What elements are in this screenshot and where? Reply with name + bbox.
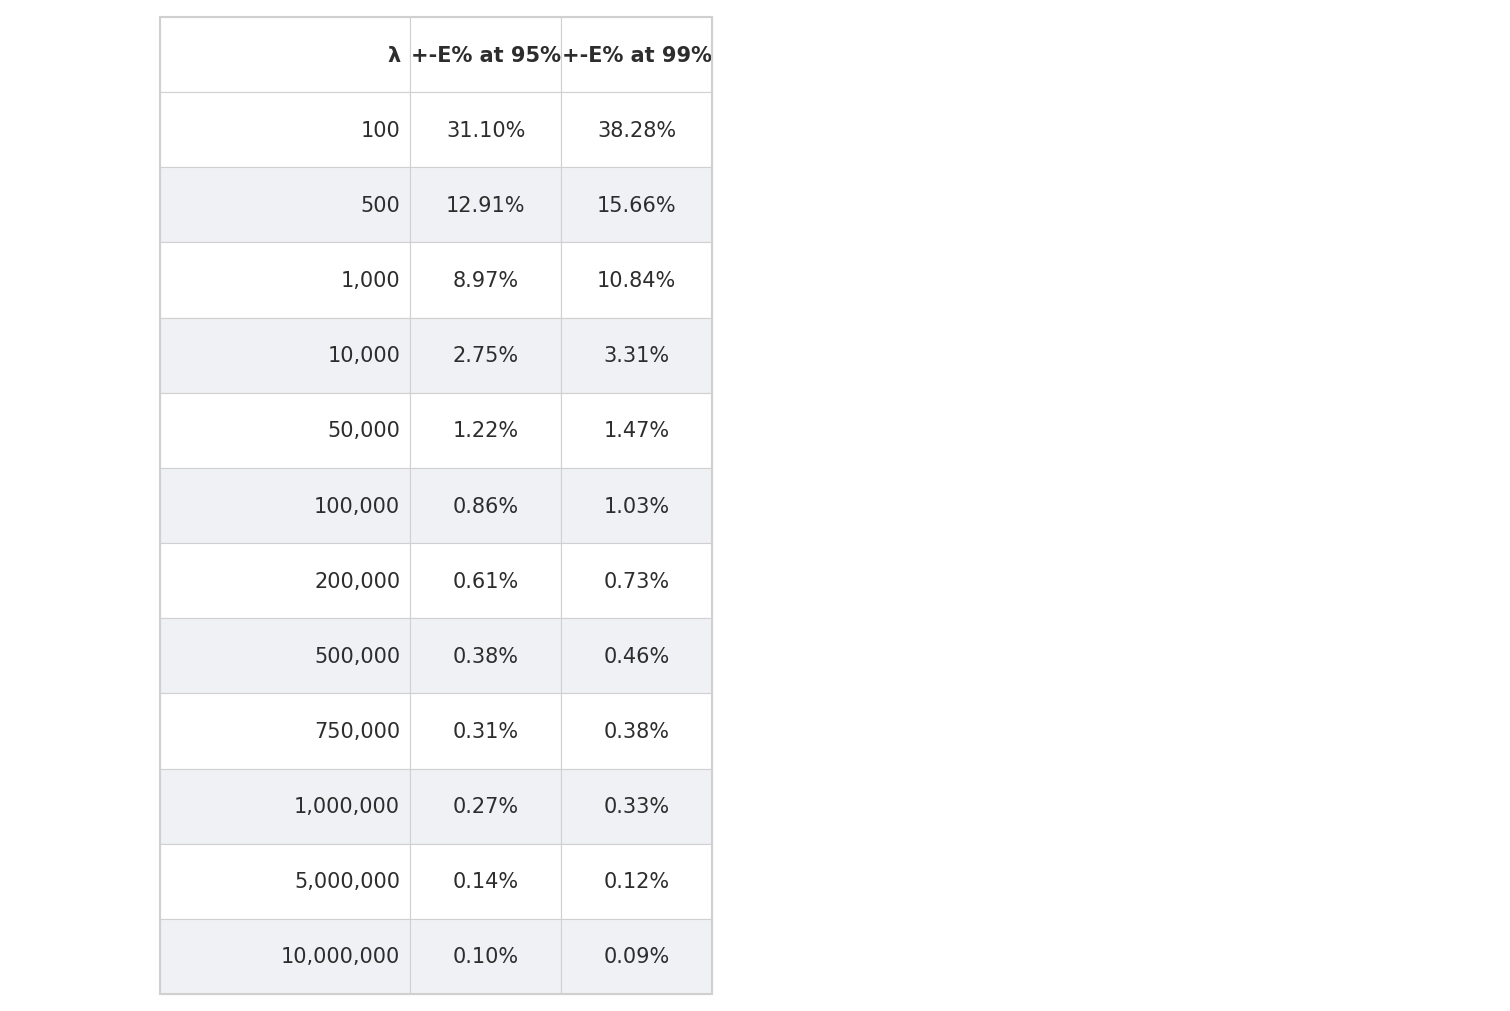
Text: 1.03%: 1.03% — [604, 496, 669, 516]
Bar — [562, 244, 713, 318]
Bar — [160, 168, 411, 244]
Bar — [562, 694, 713, 768]
Bar — [160, 393, 411, 468]
Bar — [411, 393, 562, 468]
Bar — [411, 844, 562, 919]
Bar — [562, 18, 713, 93]
Bar — [562, 393, 713, 468]
Text: 0.61%: 0.61% — [453, 571, 519, 591]
Text: 0.38%: 0.38% — [604, 721, 669, 741]
Text: 0.14%: 0.14% — [453, 871, 519, 892]
Bar — [160, 694, 411, 768]
Text: 0.12%: 0.12% — [604, 871, 669, 892]
Bar — [562, 919, 713, 994]
Bar — [411, 244, 562, 318]
Text: 100: 100 — [361, 120, 400, 141]
Bar — [562, 544, 713, 619]
Text: 38.28%: 38.28% — [596, 120, 676, 141]
Bar — [411, 18, 562, 93]
Text: 10,000: 10,000 — [328, 346, 400, 366]
Text: 0.38%: 0.38% — [453, 646, 518, 666]
Bar — [411, 919, 562, 994]
Bar — [411, 168, 562, 244]
Text: 0.86%: 0.86% — [453, 496, 519, 516]
Text: 100,000: 100,000 — [314, 496, 400, 516]
Bar — [160, 93, 411, 168]
Text: 12.91%: 12.91% — [445, 196, 525, 215]
Text: 10,000,000: 10,000,000 — [281, 946, 400, 967]
Bar — [411, 93, 562, 168]
Text: 0.73%: 0.73% — [604, 571, 669, 591]
Bar — [562, 468, 713, 544]
Bar — [562, 168, 713, 244]
Text: 8.97%: 8.97% — [453, 271, 519, 291]
Text: 2.75%: 2.75% — [453, 346, 519, 366]
Bar — [562, 844, 713, 919]
Text: 31.10%: 31.10% — [445, 120, 525, 141]
Bar — [160, 619, 411, 694]
Text: 10.84%: 10.84% — [596, 271, 676, 291]
Text: 3.31%: 3.31% — [604, 346, 669, 366]
Bar — [411, 318, 562, 393]
Text: 750,000: 750,000 — [314, 721, 400, 741]
Text: 1.47%: 1.47% — [604, 421, 669, 441]
Bar — [160, 318, 411, 393]
Bar — [411, 619, 562, 694]
Text: λ: λ — [387, 45, 400, 66]
Text: 0.31%: 0.31% — [453, 721, 519, 741]
Bar — [562, 619, 713, 694]
Bar — [411, 544, 562, 619]
Text: 200,000: 200,000 — [314, 571, 400, 591]
Bar — [160, 18, 411, 93]
Bar — [411, 468, 562, 544]
Bar — [160, 468, 411, 544]
Text: 0.46%: 0.46% — [604, 646, 669, 666]
Bar — [562, 93, 713, 168]
Text: 0.10%: 0.10% — [453, 946, 519, 967]
Bar — [160, 768, 411, 844]
Text: 500: 500 — [361, 196, 400, 215]
Bar — [160, 844, 411, 919]
Bar — [160, 18, 713, 994]
Text: 15.66%: 15.66% — [596, 196, 676, 215]
Bar — [411, 768, 562, 844]
Text: 0.33%: 0.33% — [604, 797, 669, 816]
Text: 0.09%: 0.09% — [604, 946, 669, 967]
Bar — [160, 544, 411, 619]
Text: +-E% at 95%: +-E% at 95% — [411, 45, 560, 66]
Bar — [160, 244, 411, 318]
Text: 1,000,000: 1,000,000 — [294, 797, 400, 816]
Text: 1.22%: 1.22% — [453, 421, 519, 441]
Bar — [562, 318, 713, 393]
Text: 50,000: 50,000 — [328, 421, 400, 441]
Bar — [411, 694, 562, 768]
Text: 5,000,000: 5,000,000 — [294, 871, 400, 892]
Bar — [562, 768, 713, 844]
Text: 1,000: 1,000 — [341, 271, 400, 291]
Bar — [160, 919, 411, 994]
Text: 500,000: 500,000 — [314, 646, 400, 666]
Text: +-E% at 99%: +-E% at 99% — [562, 45, 711, 66]
Text: 0.27%: 0.27% — [453, 797, 519, 816]
